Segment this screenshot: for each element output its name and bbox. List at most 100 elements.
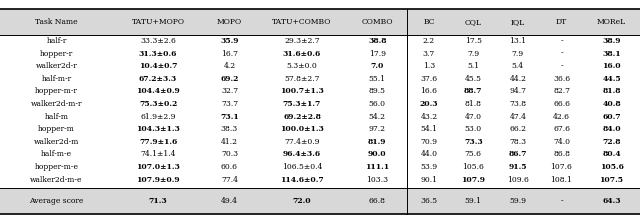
Text: 108.1: 108.1 [550, 176, 573, 184]
Text: 107.5: 107.5 [600, 176, 623, 184]
Text: CQL: CQL [465, 18, 482, 26]
Text: 7.9: 7.9 [512, 50, 524, 58]
Text: 96.4±3.6: 96.4±3.6 [283, 151, 321, 158]
Text: 74.0: 74.0 [553, 138, 570, 146]
Text: 71.3: 71.3 [148, 197, 168, 205]
Text: 91.5: 91.5 [509, 163, 527, 171]
Text: hopper-m-r: hopper-m-r [35, 87, 78, 95]
Text: 77.4: 77.4 [221, 176, 238, 184]
Text: -: - [560, 197, 563, 205]
Text: 5.1: 5.1 [467, 62, 479, 70]
Text: 54.2: 54.2 [369, 113, 386, 121]
Text: 107.6: 107.6 [550, 163, 573, 171]
Text: 44.5: 44.5 [602, 75, 621, 83]
Text: -: - [560, 37, 563, 45]
Bar [0, 9, 640, 35]
Text: 38.9: 38.9 [602, 37, 621, 45]
Text: 72.8: 72.8 [602, 138, 621, 146]
Text: 67.2±3.3: 67.2±3.3 [139, 75, 177, 83]
Text: -: - [560, 50, 563, 58]
Text: 111.1: 111.1 [365, 163, 389, 171]
Text: 81.9: 81.9 [368, 138, 387, 146]
Text: 70.3: 70.3 [221, 151, 238, 158]
Text: 67.6: 67.6 [553, 125, 570, 133]
Text: 53.9: 53.9 [420, 163, 438, 171]
Text: 59.1: 59.1 [465, 197, 482, 205]
Text: 13.1: 13.1 [509, 37, 527, 45]
Text: 60.7: 60.7 [602, 113, 621, 121]
Text: 86.7: 86.7 [509, 151, 527, 158]
Text: 17.9: 17.9 [369, 50, 386, 58]
Text: 94.7: 94.7 [509, 87, 526, 95]
Text: 80.4: 80.4 [602, 151, 621, 158]
Text: 103.3: 103.3 [366, 176, 388, 184]
Text: 35.9: 35.9 [220, 37, 239, 45]
Text: 36.5: 36.5 [420, 197, 438, 205]
Text: 74.1±1.4: 74.1±1.4 [140, 151, 176, 158]
Text: 86.8: 86.8 [553, 151, 570, 158]
Text: 100.0±1.3: 100.0±1.3 [280, 125, 324, 133]
Text: 107.9: 107.9 [461, 176, 485, 184]
Text: 106.5±0.4: 106.5±0.4 [282, 163, 322, 171]
Text: 40.8: 40.8 [602, 100, 621, 108]
Text: 45.5: 45.5 [465, 75, 482, 83]
Text: 31.6±0.6: 31.6±0.6 [283, 50, 321, 58]
Text: 17.5: 17.5 [465, 37, 482, 45]
Text: 33.3±2.6: 33.3±2.6 [140, 37, 176, 45]
Text: 38.8: 38.8 [368, 37, 387, 45]
Text: 38.1: 38.1 [602, 50, 621, 58]
Text: 5.3±0.0: 5.3±0.0 [287, 62, 317, 70]
Text: walker2d-r: walker2d-r [36, 62, 77, 70]
Text: 73.8: 73.8 [509, 100, 527, 108]
Text: BC: BC [423, 18, 435, 26]
Text: 20.3: 20.3 [420, 100, 438, 108]
Text: walker2d-m-r: walker2d-m-r [31, 100, 83, 108]
Text: MOPO: MOPO [217, 18, 242, 26]
Text: 55.1: 55.1 [369, 75, 386, 83]
Text: 44.0: 44.0 [420, 151, 437, 158]
Text: 73.7: 73.7 [221, 100, 238, 108]
Text: 36.6: 36.6 [553, 75, 570, 83]
Text: 56.0: 56.0 [369, 100, 386, 108]
Text: 114.6±0.7: 114.6±0.7 [280, 176, 324, 184]
Text: DT: DT [556, 18, 567, 26]
Text: 10.4±0.7: 10.4±0.7 [139, 62, 177, 70]
Text: 31.3±0.6: 31.3±0.6 [139, 50, 177, 58]
Text: 57.8±2.7: 57.8±2.7 [284, 75, 320, 83]
Text: 84.0: 84.0 [602, 125, 621, 133]
Text: 53.0: 53.0 [465, 125, 482, 133]
Text: 29.3±2.7: 29.3±2.7 [284, 37, 320, 45]
Text: MOReL: MOReL [597, 18, 626, 26]
Text: 104.3±1.3: 104.3±1.3 [136, 125, 180, 133]
Text: TATU+COMBO: TATU+COMBO [273, 18, 332, 26]
Text: 38.3: 38.3 [221, 125, 238, 133]
Text: 81.8: 81.8 [465, 100, 482, 108]
Text: hopper-r: hopper-r [40, 50, 73, 58]
Text: 97.2: 97.2 [369, 125, 386, 133]
Text: TATU+MOPO: TATU+MOPO [132, 18, 184, 26]
Text: 44.2: 44.2 [509, 75, 526, 83]
Text: half-r: half-r [46, 37, 67, 45]
Text: hopper-m-e: hopper-m-e [35, 163, 79, 171]
Text: 90.0: 90.0 [368, 151, 387, 158]
Text: 77.9±1.6: 77.9±1.6 [139, 138, 177, 146]
Text: Task Name: Task Name [35, 18, 78, 26]
Text: 78.3: 78.3 [509, 138, 527, 146]
Text: 16.7: 16.7 [221, 50, 238, 58]
Text: 61.9±2.9: 61.9±2.9 [140, 113, 176, 121]
Text: 107.0±1.3: 107.0±1.3 [136, 163, 180, 171]
Text: 75.3±0.2: 75.3±0.2 [139, 100, 177, 108]
Text: 105.6: 105.6 [600, 163, 623, 171]
Text: 41.2: 41.2 [221, 138, 238, 146]
Text: 3.7: 3.7 [423, 50, 435, 58]
Text: 54.1: 54.1 [420, 125, 437, 133]
Text: 75.3±1.7: 75.3±1.7 [283, 100, 321, 108]
Text: 16.6: 16.6 [420, 87, 437, 95]
Text: 66.6: 66.6 [553, 100, 570, 108]
Text: -: - [560, 62, 563, 70]
Text: 49.4: 49.4 [221, 197, 238, 205]
Text: 77.4±0.9: 77.4±0.9 [284, 138, 320, 146]
Text: 37.6: 37.6 [420, 75, 438, 83]
Text: 70.9: 70.9 [420, 138, 437, 146]
Text: 47.0: 47.0 [465, 113, 482, 121]
